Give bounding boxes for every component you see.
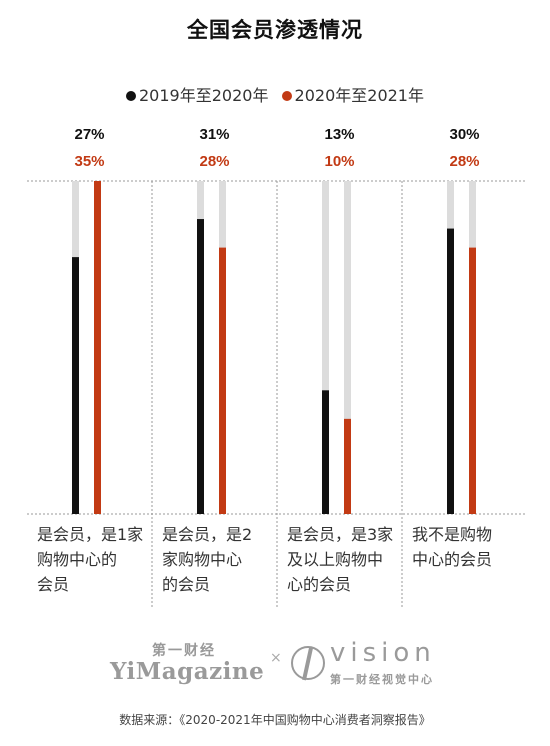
yimagazine-logo: YiMagazine <box>110 658 265 685</box>
legend-item-2019: 2019年至2020年 <box>126 82 268 106</box>
footer-branding: 第一财经 YiMagazine × vision 第一财经视觉中心 <box>0 632 550 692</box>
category-label-2: 是会员，是2 家购物中心 的会员 <box>152 522 274 597</box>
data-source: 数据来源：《2020-2021年中国购物中心消费者洞察报告》 <box>119 713 431 727</box>
bar-black-3 <box>322 390 329 514</box>
value-label-2019-1: 27% <box>74 126 104 143</box>
legend-dot-red <box>281 91 292 101</box>
category-label-3: 是会员，是3家 及以上购物中 心的会员 <box>277 522 399 597</box>
bar-black-2 <box>197 219 204 515</box>
bar-track <box>344 181 351 514</box>
value-label-2020-2: 28% <box>199 153 229 170</box>
separator-icon: × <box>270 650 282 666</box>
legend-label-2020: 2020年至2021年 <box>294 86 424 105</box>
vision-cn-logo: 第一财经视觉中心 <box>330 673 434 686</box>
bar-track <box>322 181 329 514</box>
chart-title: 全国会员渗透情况 <box>187 18 363 42</box>
category-label-line: 家购物中心 <box>162 550 243 569</box>
category-label-line: 是会员，是1家 <box>37 525 144 544</box>
bar-red-1 <box>94 181 101 514</box>
yicai-cn-logo: 第一财经 <box>152 643 216 659</box>
category-label-line: 购物中心的 <box>37 550 118 569</box>
legend-dot-black <box>126 91 136 101</box>
category-label-line: 心的会员 <box>287 575 352 594</box>
category-label-line: 是会员，是3家 <box>287 525 394 544</box>
value-label-2019-2: 31% <box>199 126 229 143</box>
value-label-2020-3: 10% <box>324 153 354 170</box>
value-label-2020-4: 28% <box>449 153 479 170</box>
category-label-1: 是会员，是1家 购物中心的 会员 <box>27 522 149 597</box>
bar-red-2 <box>219 247 226 514</box>
vision-mark-icon <box>291 646 325 681</box>
legend: 2019年至2020年 2020年至2021年 <box>0 82 550 106</box>
value-label-2020-1: 35% <box>74 153 104 170</box>
bar-red-4 <box>469 247 476 514</box>
value-label-2019-3: 13% <box>324 126 354 143</box>
category-label-4: 我不是购物 中心的会员 <box>402 522 524 572</box>
value-label-2019-4: 30% <box>449 126 479 143</box>
category-label-line: 是会员，是2 <box>162 525 253 544</box>
bar-black-1 <box>72 257 79 514</box>
category-label-line: 会员 <box>37 575 70 594</box>
category-label-line: 我不是购物 <box>412 525 493 544</box>
category-label-line: 中心的会员 <box>412 550 493 569</box>
bar-red-3 <box>344 418 351 514</box>
bar-black-4 <box>447 228 454 515</box>
vision-logo: vision <box>330 638 436 668</box>
legend-label-2019: 2019年至2020年 <box>139 86 269 105</box>
category-label-line: 及以上购物中 <box>287 550 384 569</box>
legend-item-2020: 2020年至2021年 <box>281 82 424 106</box>
category-label-line: 的会员 <box>162 575 211 594</box>
